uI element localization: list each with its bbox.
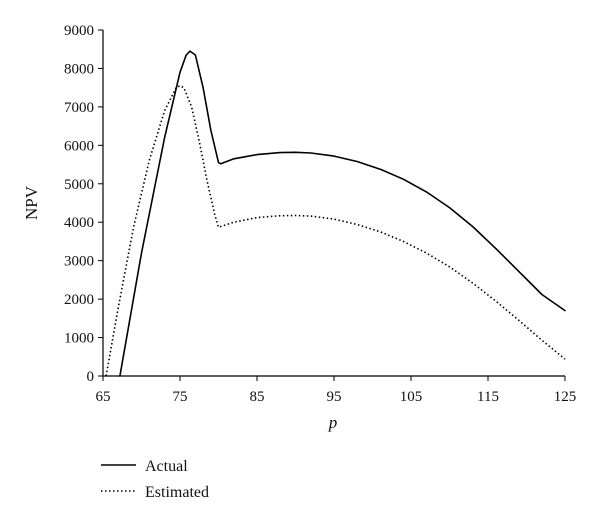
series-line-estimated <box>105 84 566 377</box>
y-tick-label: 2000 <box>64 292 94 308</box>
x-axis-label: p <box>328 413 338 432</box>
y-tick-label: 4000 <box>64 215 94 231</box>
x-tick-label: 115 <box>477 389 499 405</box>
series-line-actual <box>119 50 566 377</box>
legend: Actual Estimated <box>101 458 209 501</box>
y-tick-label: 3000 <box>64 254 94 270</box>
y-tick-label: 0 <box>87 369 95 385</box>
axes <box>98 29 566 381</box>
x-tick-label: 125 <box>554 389 577 405</box>
y-tick-label: 6000 <box>64 138 94 154</box>
legend-label-actual: Actual <box>145 458 188 475</box>
y-tick-label: 8000 <box>64 61 94 77</box>
x-tick-label: 95 <box>327 389 342 405</box>
y-tick-label: 7000 <box>64 100 94 116</box>
tick-labels: 0 1000 2000 3000 4000 5000 6000 7000 8000 9000 65 7… <box>64 23 576 405</box>
y-axis-label: NPV <box>22 185 41 220</box>
legend-label-estimated: Estimated <box>145 484 209 501</box>
x-tick-label: 105 <box>400 389 423 405</box>
x-tick-label: 85 <box>250 389 265 405</box>
x-tick-label: 65 <box>96 389 111 405</box>
x-tick-label: 75 <box>173 389 188 405</box>
plot-area <box>105 50 566 377</box>
y-tick-label: 5000 <box>64 177 94 193</box>
y-tick-label: 1000 <box>64 331 94 347</box>
y-tick-label: 9000 <box>64 23 94 39</box>
